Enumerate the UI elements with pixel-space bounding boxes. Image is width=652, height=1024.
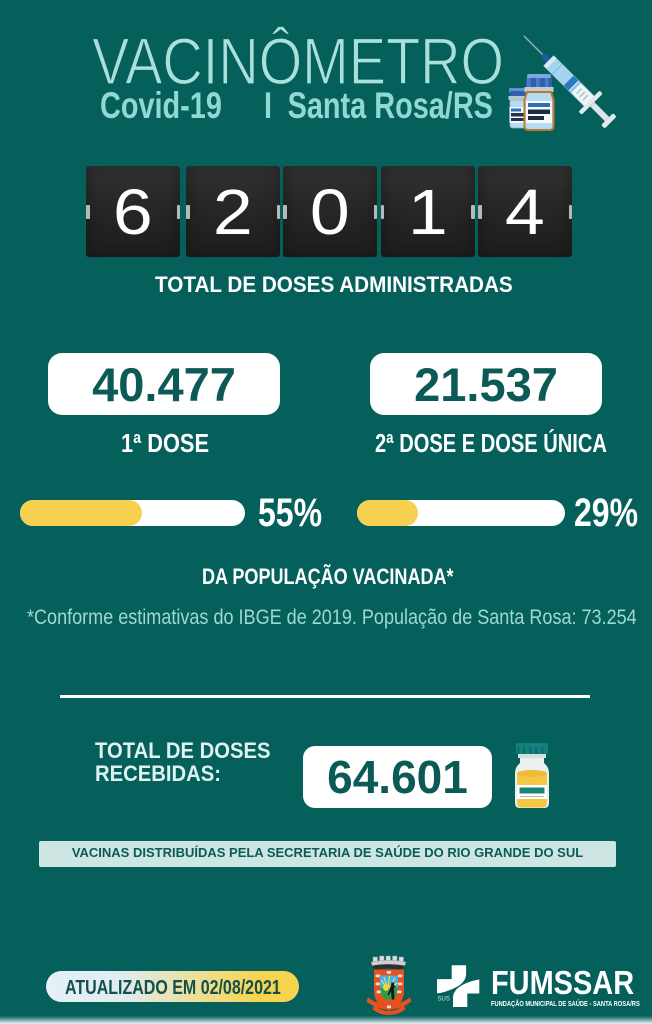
svg-text:SUS: SUS — [438, 997, 450, 1003]
